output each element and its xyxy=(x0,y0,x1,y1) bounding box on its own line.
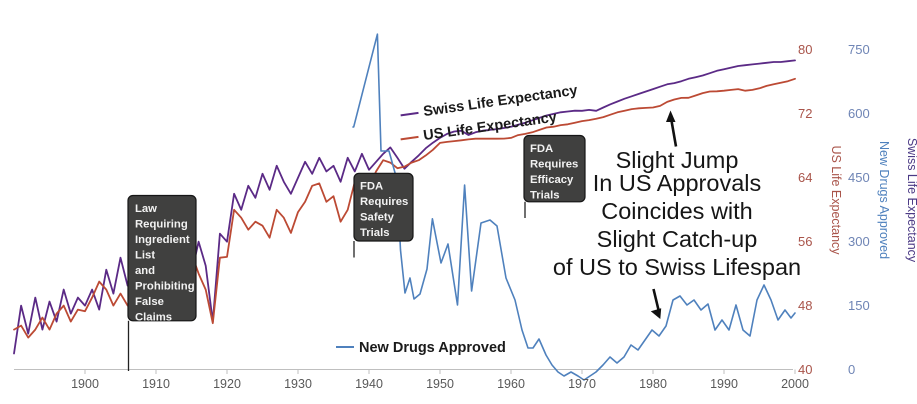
svg-text:Requires: Requires xyxy=(360,196,408,208)
svg-text:1980: 1980 xyxy=(639,377,667,391)
svg-text:1920: 1920 xyxy=(213,377,241,391)
svg-text:Trials: Trials xyxy=(530,190,560,202)
svg-text:1970: 1970 xyxy=(568,377,596,391)
svg-text:1960: 1960 xyxy=(497,377,525,391)
svg-text:Swiss Life Expectancy: Swiss Life Expectancy xyxy=(905,138,917,263)
svg-text:40: 40 xyxy=(798,362,812,377)
svg-text:Requiring: Requiring xyxy=(135,219,188,231)
svg-text:150: 150 xyxy=(848,298,870,313)
svg-text:1900: 1900 xyxy=(71,377,99,391)
svg-text:1990: 1990 xyxy=(710,377,738,391)
svg-text:In US Approvals: In US Approvals xyxy=(593,170,762,196)
svg-text:Slight Catch-up: Slight Catch-up xyxy=(597,226,758,252)
svg-text:48: 48 xyxy=(798,298,812,313)
svg-text:Efficacy: Efficacy xyxy=(530,174,574,186)
svg-text:List: List xyxy=(135,250,155,262)
svg-text:FDA: FDA xyxy=(530,143,553,155)
svg-text:1930: 1930 xyxy=(284,377,312,391)
svg-text:Prohibiting: Prohibiting xyxy=(135,281,195,293)
svg-text:Law: Law xyxy=(135,203,157,215)
svg-text:Safety: Safety xyxy=(360,212,395,224)
svg-text:1910: 1910 xyxy=(142,377,170,391)
svg-text:64: 64 xyxy=(798,170,812,185)
svg-text:New Drugs Approved: New Drugs Approved xyxy=(359,340,506,356)
svg-text:450: 450 xyxy=(848,170,870,185)
svg-text:of US to Swiss Lifespan: of US to Swiss Lifespan xyxy=(553,254,801,280)
svg-text:2000: 2000 xyxy=(781,377,809,391)
svg-text:False: False xyxy=(135,296,164,308)
svg-text:600: 600 xyxy=(848,106,870,121)
svg-text:US Life Expectancy: US Life Expectancy xyxy=(829,145,843,255)
svg-text:750: 750 xyxy=(848,42,870,57)
svg-text:1950: 1950 xyxy=(426,377,454,391)
svg-text:56: 56 xyxy=(798,234,812,249)
svg-text:New Drugs Approved: New Drugs Approved xyxy=(877,141,891,259)
svg-text:72: 72 xyxy=(798,106,812,121)
svg-text:Ingredient: Ingredient xyxy=(135,234,190,246)
svg-text:Coincides with: Coincides with xyxy=(601,198,753,224)
svg-text:FDA: FDA xyxy=(360,181,383,193)
svg-text:Trials: Trials xyxy=(360,227,390,239)
svg-text:300: 300 xyxy=(848,234,870,249)
svg-text:1940: 1940 xyxy=(355,377,383,391)
svg-text:and: and xyxy=(135,265,155,277)
svg-text:Claims: Claims xyxy=(135,312,172,324)
svg-text:80: 80 xyxy=(798,42,812,57)
svg-text:Requires: Requires xyxy=(530,159,578,171)
svg-text:0: 0 xyxy=(848,362,855,377)
